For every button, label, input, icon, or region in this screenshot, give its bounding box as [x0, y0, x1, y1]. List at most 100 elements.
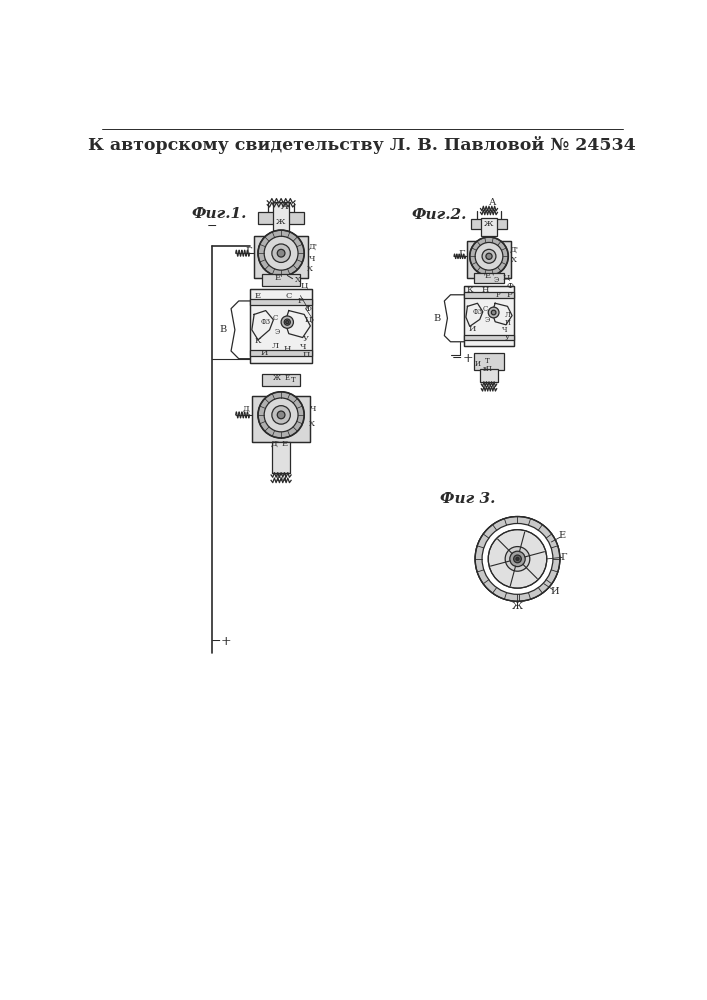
Text: Е: Е	[282, 440, 288, 448]
Text: Ц: Ц	[502, 274, 510, 282]
Bar	[252, 396, 310, 442]
Circle shape	[482, 249, 496, 263]
Text: Ж: Ж	[276, 218, 286, 226]
Text: А: А	[489, 198, 496, 207]
Text: Г: Г	[245, 247, 252, 256]
Text: Х: Х	[295, 276, 301, 284]
Text: Т: Т	[485, 357, 490, 365]
Text: Л: Л	[271, 342, 279, 350]
Text: Р: Р	[507, 291, 513, 299]
Bar	[464, 292, 515, 298]
Bar	[254, 235, 308, 278]
Circle shape	[489, 307, 499, 318]
Text: У: У	[505, 334, 510, 342]
Text: Е: Е	[255, 292, 261, 300]
Text: Ф: Ф	[305, 305, 312, 313]
Text: Д': Д'	[309, 243, 318, 251]
Circle shape	[258, 230, 304, 276]
Circle shape	[489, 530, 547, 588]
Circle shape	[514, 555, 521, 563]
Bar	[481, 218, 497, 236]
Bar	[274, 202, 288, 233]
Text: Р: Р	[496, 291, 501, 299]
Text: Фиг 3.: Фиг 3.	[440, 492, 495, 506]
Circle shape	[486, 253, 492, 259]
Text: Ч: Ч	[502, 326, 507, 334]
Circle shape	[258, 392, 304, 438]
Text: Ж: Ж	[512, 602, 523, 611]
Text: И: И	[468, 325, 476, 333]
Text: Ч: Ч	[309, 255, 315, 263]
Bar	[252, 396, 310, 442]
Bar	[250, 289, 312, 363]
Text: Ц: Ц	[305, 316, 312, 324]
Circle shape	[475, 517, 560, 601]
Bar	[272, 442, 291, 473]
Text: Д': Д'	[510, 246, 519, 254]
Circle shape	[475, 517, 560, 601]
Circle shape	[284, 319, 291, 325]
Text: Е: Е	[484, 272, 491, 280]
Bar	[262, 374, 300, 386]
Text: Фиг.1.: Фиг.1.	[192, 207, 247, 221]
Circle shape	[491, 310, 496, 315]
Text: Е: Е	[285, 374, 290, 382]
Text: С: С	[272, 314, 278, 322]
Text: Х: Х	[309, 420, 315, 428]
Circle shape	[475, 242, 503, 270]
Circle shape	[516, 557, 519, 560]
Text: П: П	[302, 351, 310, 359]
Text: Н: Н	[284, 345, 291, 353]
Text: +: +	[462, 352, 473, 365]
Circle shape	[272, 406, 291, 424]
Text: Н: Н	[481, 286, 489, 294]
Circle shape	[506, 547, 530, 571]
Text: И: И	[260, 349, 268, 357]
Bar	[480, 369, 498, 382]
Text: Г: Г	[459, 250, 465, 259]
Bar	[254, 235, 308, 278]
Text: −: −	[451, 352, 462, 365]
Text: И: И	[474, 360, 481, 368]
Bar	[471, 219, 508, 229]
Bar	[464, 286, 515, 346]
Bar	[467, 241, 510, 278]
Text: Л: Л	[505, 311, 510, 319]
Text: Т: Т	[291, 376, 296, 384]
Text: вП: вП	[482, 365, 493, 373]
Text: С: С	[482, 305, 488, 313]
Text: Г: Г	[561, 553, 567, 562]
Text: Ж: Ж	[484, 220, 493, 228]
Text: К: К	[255, 337, 262, 345]
Bar	[474, 273, 504, 283]
Circle shape	[469, 237, 508, 276]
Circle shape	[272, 244, 291, 262]
Text: +: +	[221, 635, 231, 648]
Text: Х: Х	[308, 265, 313, 273]
Text: Д': Д'	[270, 440, 279, 448]
Text: Ф3: Ф3	[472, 308, 482, 316]
Polygon shape	[285, 311, 310, 338]
Circle shape	[264, 236, 298, 270]
Text: −: −	[206, 220, 217, 233]
Bar	[258, 212, 304, 224]
Bar	[464, 286, 515, 346]
Circle shape	[281, 316, 293, 328]
Text: Ч: Ч	[299, 343, 306, 351]
Text: Ч: Ч	[310, 405, 317, 413]
Text: Ж: Ж	[273, 374, 281, 382]
Text: И: И	[550, 587, 559, 596]
Text: Фиг.2.: Фиг.2.	[411, 208, 467, 222]
Bar	[250, 350, 312, 356]
Text: С: С	[286, 292, 292, 300]
Text: Э: Э	[485, 316, 490, 324]
Bar	[467, 241, 510, 278]
Circle shape	[277, 249, 285, 257]
Text: Э: Э	[494, 276, 499, 284]
Polygon shape	[466, 303, 483, 326]
Polygon shape	[492, 303, 512, 325]
Circle shape	[277, 411, 285, 419]
Bar	[262, 274, 300, 286]
Polygon shape	[252, 311, 274, 340]
Text: Д: Д	[243, 405, 250, 413]
